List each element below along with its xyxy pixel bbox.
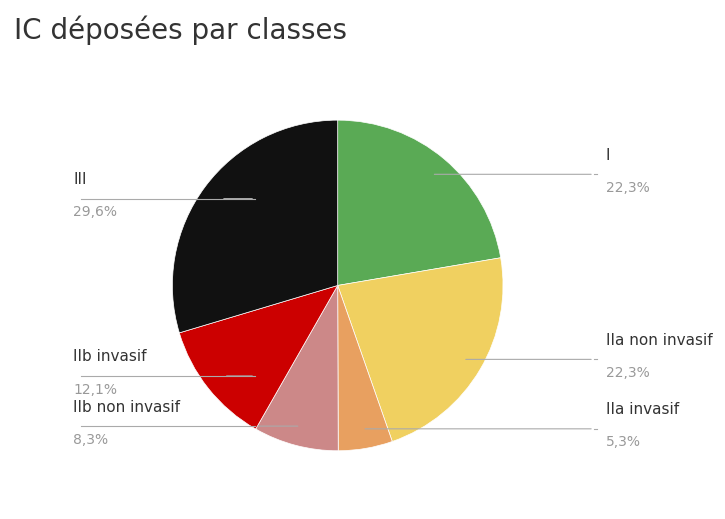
Text: 5,3%: 5,3% <box>605 435 640 449</box>
Text: 29,6%: 29,6% <box>73 205 117 219</box>
Wedge shape <box>173 120 338 333</box>
Wedge shape <box>338 258 503 442</box>
Text: 22,3%: 22,3% <box>605 366 650 380</box>
Wedge shape <box>338 285 392 451</box>
Text: III: III <box>73 172 87 187</box>
Text: IIb invasif: IIb invasif <box>73 349 146 364</box>
Wedge shape <box>179 285 338 429</box>
Text: IIa invasif: IIa invasif <box>605 402 679 417</box>
Text: IIa non invasif: IIa non invasif <box>605 333 712 348</box>
Text: I: I <box>605 148 610 163</box>
Text: 12,1%: 12,1% <box>73 383 117 397</box>
Text: IIb non invasif: IIb non invasif <box>73 400 181 415</box>
Wedge shape <box>256 285 339 451</box>
Text: IC déposées par classes: IC déposées par classes <box>14 16 347 45</box>
Text: 22,3%: 22,3% <box>605 181 650 195</box>
Text: 8,3%: 8,3% <box>73 433 108 447</box>
Wedge shape <box>338 120 501 285</box>
